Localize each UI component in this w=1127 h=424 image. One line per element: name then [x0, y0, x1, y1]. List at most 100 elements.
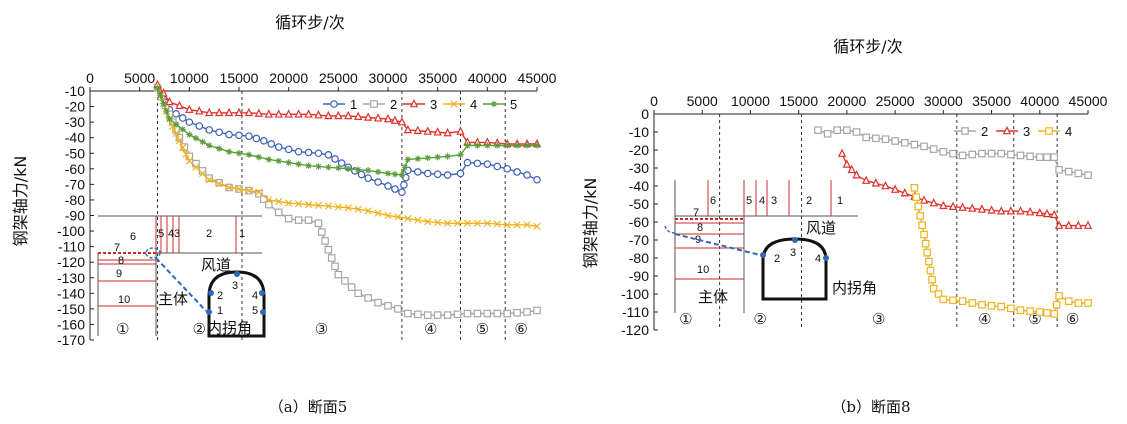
bay-label: 5: [746, 195, 752, 207]
legend-label: 3: [430, 97, 437, 112]
series-marker: [214, 107, 224, 117]
series-marker: [939, 295, 948, 304]
legend-marker: [409, 98, 419, 108]
series-marker: [929, 284, 938, 293]
series-marker: [871, 178, 880, 187]
series-marker: [404, 156, 412, 163]
bay-label: 3: [174, 228, 180, 240]
series-marker: [914, 202, 923, 211]
caption-a: （a）断面5: [269, 398, 348, 416]
series-marker: [374, 168, 382, 176]
series-marker: [225, 130, 233, 139]
series-marker: [433, 170, 442, 179]
series-marker: [493, 309, 502, 318]
series-marker: [1016, 151, 1025, 160]
panel-b: 循环步/次 钢架轴力/kN （b）断面8 0 5000 10000 15000 2000…: [581, 37, 1108, 416]
layer-label: 10: [697, 264, 709, 276]
series-marker: [916, 212, 924, 220]
stage-label: ⑥: [1066, 310, 1079, 328]
series-marker: [414, 216, 422, 224]
series-marker: [443, 311, 452, 319]
stage-label: ④: [978, 310, 991, 328]
series-marker: [195, 122, 204, 130]
series-marker: [423, 169, 432, 178]
y-tick-label: -50: [65, 145, 85, 161]
series-marker: [347, 283, 356, 291]
series-marker: [400, 181, 408, 189]
series-marker: [1007, 304, 1015, 313]
y-tick-label: -70: [65, 176, 85, 192]
series-marker: [978, 149, 986, 158]
series-marker: [1083, 220, 1093, 229]
series-marker: [513, 142, 521, 149]
series-marker: [463, 219, 472, 227]
series-marker: [949, 149, 957, 158]
series-marker: [483, 309, 492, 318]
series-marker: [1050, 209, 1059, 219]
series-marker: [997, 206, 1006, 215]
series-marker: [987, 301, 996, 310]
series-marker: [814, 126, 822, 135]
y-tick-label: -90: [629, 268, 649, 284]
series-marker: [265, 196, 273, 204]
series-marker: [304, 148, 313, 157]
series-marker: [337, 159, 346, 167]
bay-label: 4: [168, 228, 174, 240]
x-tick-label: 25000: [876, 93, 915, 109]
x-tick-label: 25000: [319, 70, 358, 86]
series-marker: [364, 294, 372, 302]
series-marker: [284, 145, 293, 154]
series-marker: [215, 179, 223, 188]
series-marker: [397, 117, 407, 126]
y-axis-title-a: 钢架轴力/kN: [11, 156, 30, 247]
series-marker: [334, 203, 342, 211]
series-marker: [354, 289, 363, 298]
series-marker: [398, 188, 406, 196]
series-marker: [493, 220, 501, 228]
series-marker: [414, 155, 421, 162]
stage-label: ②: [753, 310, 766, 328]
bay-label: 3: [771, 195, 777, 207]
x-tick-label: 30000: [369, 70, 408, 86]
stage-label: ③: [872, 310, 885, 328]
series-marker: [513, 308, 521, 317]
series-marker: [215, 128, 223, 137]
stage-label: ①: [679, 310, 692, 328]
series-marker: [364, 207, 372, 215]
series-line: [156, 87, 538, 228]
series-marker: [314, 201, 323, 210]
series-marker: [918, 221, 926, 230]
series-marker: [456, 169, 465, 178]
series-marker: [1054, 220, 1064, 229]
series-marker: [483, 160, 492, 168]
series-marker: [513, 168, 521, 176]
series-marker: [195, 106, 204, 115]
series-marker: [235, 185, 243, 193]
x-axis-title-b: 循环步/次: [833, 37, 902, 56]
series-marker: [192, 163, 200, 171]
series-marker: [394, 305, 402, 313]
series-marker: [390, 115, 400, 124]
series-marker: [274, 208, 283, 217]
series-marker: [178, 114, 187, 122]
series-marker: [391, 171, 399, 178]
series-marker: [1074, 169, 1083, 178]
series-marker: [305, 162, 312, 169]
series-marker: [324, 245, 333, 254]
series-marker: [453, 219, 462, 227]
series-marker: [374, 209, 382, 217]
legend-marker: [1045, 127, 1053, 135]
series-marker: [172, 129, 180, 138]
series-marker: [473, 309, 482, 318]
x-tick-label: 45000: [518, 70, 557, 86]
series-marker: [900, 139, 909, 147]
series-marker: [374, 298, 382, 307]
series-marker: [1064, 297, 1073, 306]
series-marker: [1006, 206, 1016, 215]
series-marker: [344, 110, 353, 120]
series-marker: [920, 230, 928, 239]
series-marker: [453, 310, 462, 319]
series-marker: [206, 142, 213, 149]
bay-label: 5: [158, 228, 164, 240]
series-marker: [304, 200, 313, 209]
